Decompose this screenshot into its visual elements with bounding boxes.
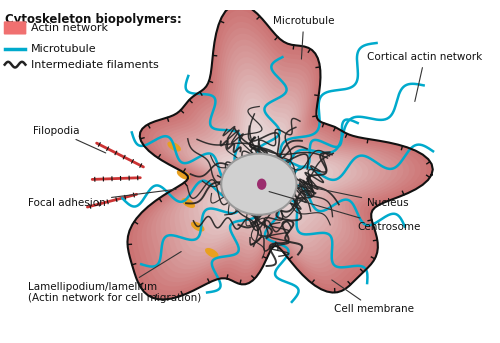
Text: Actin network: Actin network (31, 23, 108, 33)
Polygon shape (236, 140, 298, 201)
Polygon shape (198, 92, 346, 235)
Polygon shape (216, 116, 322, 218)
Text: Centrosome: Centrosome (269, 192, 421, 232)
Polygon shape (128, 4, 433, 299)
Ellipse shape (191, 222, 204, 232)
Polygon shape (165, 51, 386, 265)
Text: Microtubule: Microtubule (31, 44, 96, 54)
Polygon shape (208, 104, 334, 226)
Text: Cortical actin network: Cortical actin network (367, 52, 482, 102)
Polygon shape (132, 10, 427, 295)
Polygon shape (188, 81, 357, 244)
Polygon shape (170, 57, 380, 261)
Polygon shape (160, 45, 392, 269)
Text: Cytoskeleton biopolymers:: Cytoskeleton biopolymers: (4, 13, 182, 26)
Polygon shape (254, 163, 276, 184)
Polygon shape (259, 169, 270, 179)
Polygon shape (156, 39, 398, 274)
Text: Filopodia: Filopodia (33, 126, 106, 153)
Polygon shape (179, 69, 368, 252)
Polygon shape (184, 75, 363, 248)
Polygon shape (230, 134, 304, 205)
Polygon shape (151, 34, 404, 278)
Polygon shape (137, 16, 421, 291)
Ellipse shape (205, 248, 218, 258)
Ellipse shape (221, 154, 296, 215)
Ellipse shape (168, 142, 181, 152)
Text: Lamellipodium/lamellum
(Actin network for cell migration): Lamellipodium/lamellum (Actin network fo… (28, 251, 202, 303)
Polygon shape (245, 151, 287, 192)
Text: Cell membrane: Cell membrane (332, 280, 414, 315)
Polygon shape (212, 110, 328, 222)
FancyBboxPatch shape (4, 21, 26, 35)
Text: Microtubule: Microtubule (273, 16, 334, 59)
Ellipse shape (177, 170, 190, 180)
Polygon shape (222, 122, 316, 213)
Text: Intermediate filaments: Intermediate filaments (31, 60, 159, 70)
Polygon shape (202, 98, 340, 231)
Ellipse shape (257, 179, 266, 190)
Polygon shape (193, 86, 351, 239)
Polygon shape (146, 28, 409, 282)
Polygon shape (240, 145, 293, 196)
Polygon shape (226, 128, 310, 209)
Text: Focal adhesion: Focal adhesion (28, 189, 176, 208)
Ellipse shape (182, 198, 195, 208)
Polygon shape (142, 22, 416, 287)
Polygon shape (250, 157, 281, 188)
Polygon shape (174, 63, 374, 257)
Text: Nucleus: Nucleus (300, 185, 409, 208)
